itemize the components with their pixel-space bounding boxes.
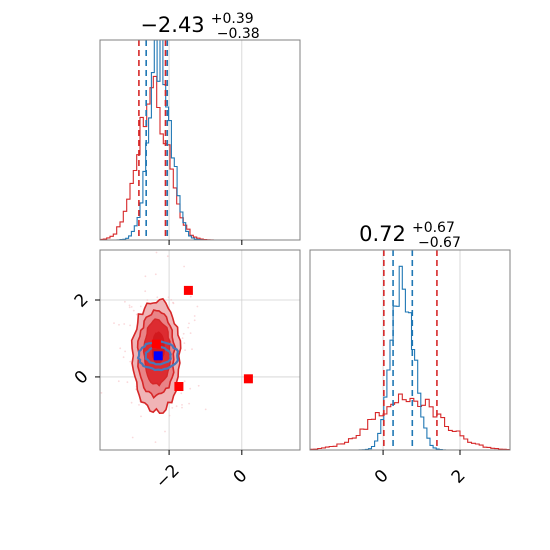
scatter-sample-point: [144, 275, 147, 278]
scatter-sample-point: [130, 306, 133, 308]
param2-minus-error: −0.67: [418, 235, 461, 251]
square-marker-red: [183, 285, 193, 295]
histogram-blue-param1: [100, 39, 300, 241]
scatter-sample-point: [189, 295, 192, 298]
scatter-sample-point: [140, 415, 142, 418]
scatter-sample-point: [113, 322, 115, 324]
param2-plus-error: +0.67: [412, 220, 455, 236]
scatter-sample-point: [187, 326, 190, 329]
scatter-sample-point: [170, 299, 173, 301]
scatter-sample-point: [167, 296, 170, 299]
square-marker-red: [243, 374, 253, 384]
scatter-sample-point: [135, 313, 138, 316]
scatter-y-tick-label: 2: [71, 290, 93, 312]
scatter-sample-point: [166, 255, 169, 258]
scatter-sample-point: [189, 387, 192, 390]
scatter-sample-point: [193, 319, 196, 322]
param2-hist-x-tick-label: 2: [448, 466, 470, 488]
scatter-x-tick-label: 0: [230, 466, 252, 488]
scatter-sample-point: [172, 302, 175, 305]
param1-median: −2.43: [140, 13, 204, 37]
scatter-sample-point: [184, 349, 187, 351]
scatter-x-tick-label: −2: [152, 461, 184, 493]
contour-blue-inner: [144, 346, 172, 366]
scatter-sample-point: [182, 332, 185, 335]
scatter-sample-point: [181, 406, 183, 409]
scatter-sample-point: [131, 436, 134, 439]
scatter-sample-point: [189, 332, 192, 334]
param1-minus-error: −0.38: [217, 26, 260, 42]
scatter-sample-point: [175, 405, 178, 408]
scatter-sample-point: [128, 304, 131, 307]
scatter-sample-point: [191, 348, 193, 351]
axis-ticks: −2 0 0 2 0 2: [71, 240, 470, 493]
scatter-sample-point: [183, 342, 186, 344]
scatter-sample-point: [193, 315, 196, 317]
contour-blue-outer: [136, 340, 180, 372]
scatter-sample-point: [118, 323, 120, 326]
scatter-sample-point: [168, 414, 171, 417]
scatter-sample-point: [171, 407, 174, 409]
scatter-sample-point: [196, 305, 199, 308]
param2-median: 0.72: [359, 222, 406, 246]
scatter-sample-point: [183, 380, 186, 383]
panel-frame-h2: [309, 249, 511, 451]
panel-frame-h1: [99, 39, 301, 241]
scatter-sample-point: [117, 380, 120, 383]
square-marker-red: [151, 339, 161, 349]
scatter-sample-point: [126, 381, 129, 384]
scatter-sample-point: [188, 322, 190, 325]
scatter-sample-point: [164, 430, 166, 433]
scatter-sample-point: [183, 265, 186, 268]
scatter-sample-point: [197, 384, 200, 387]
param2-title: 0.72 +0.67 −0.67: [359, 217, 461, 251]
scatter-sample-point: [130, 401, 133, 404]
scatter-sample-point: [139, 305, 142, 308]
scatter-sample-point: [181, 404, 183, 406]
scatter-sample-point: [144, 290, 147, 293]
scatter-sample-point: [123, 323, 126, 325]
scatter-sample-point: [188, 402, 191, 405]
scatter-sample-point: [146, 299, 149, 301]
histogram-red-param2: [310, 393, 510, 451]
square-marker-blue: [153, 351, 163, 361]
scatter-sample-point: [129, 360, 132, 363]
square-marker-red: [174, 382, 184, 391]
scatter-sample-point: [155, 251, 158, 254]
histogram-red-param1: [100, 75, 300, 241]
param1-plus-error: +0.39: [211, 11, 254, 27]
histogram-blue-param2: [310, 265, 510, 451]
panel-frame-s: [99, 249, 301, 451]
scatter-sample-point: [156, 296, 159, 299]
scatter-y-tick-label: 0: [71, 367, 93, 389]
panel-frames: [99, 39, 511, 451]
scatter-sample-point: [122, 356, 125, 359]
scatter-sample-point: [138, 404, 140, 406]
scatter-sample-point: [181, 337, 184, 339]
scatter-sample-point: [124, 350, 126, 353]
scatter-sample-point: [204, 408, 207, 411]
scatter-sample-point: [129, 324, 132, 327]
scatter-sample-point: [132, 309, 135, 312]
param2-hist-x-tick-label: 0: [371, 466, 393, 488]
scatter-sample-point: [100, 392, 103, 394]
scatter-sample-point: [119, 347, 122, 350]
scatter-sample-point: [124, 300, 126, 303]
scatter-sample-point: [128, 306, 131, 309]
scatter-sample-point: [154, 441, 157, 443]
scatter-sample-point: [154, 273, 157, 276]
scatter-sample-point: [180, 392, 183, 395]
param1-title: −2.43 +0.39 −0.38: [140, 8, 259, 42]
